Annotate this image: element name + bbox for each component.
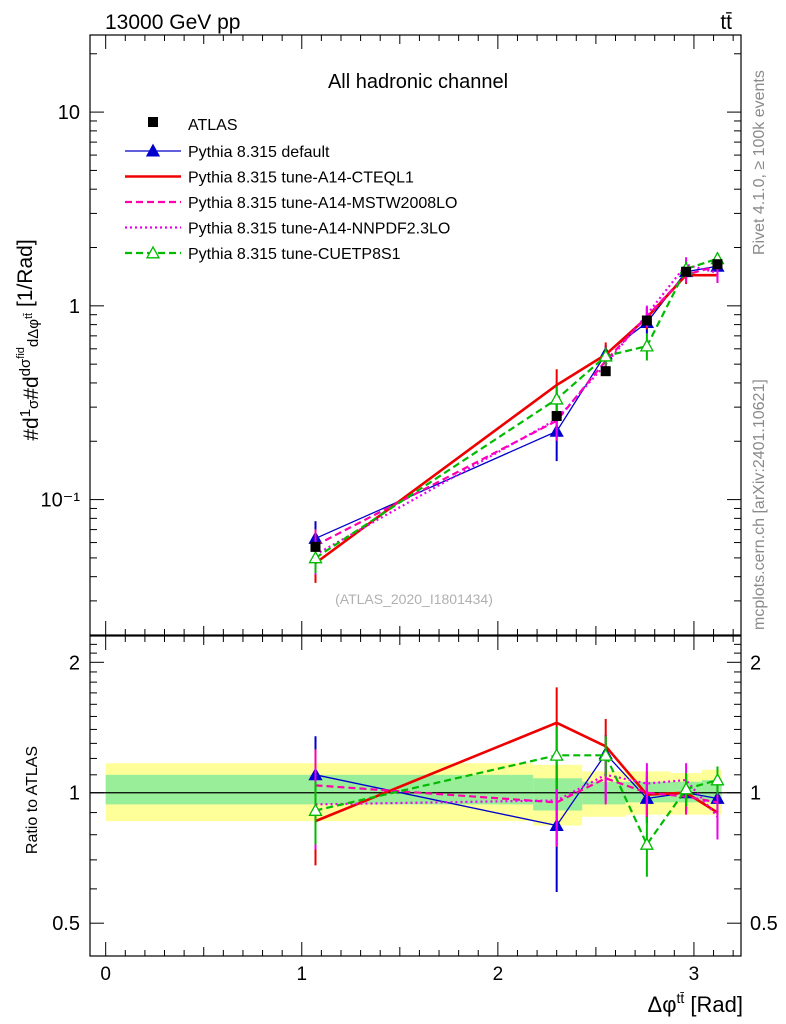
legend-entry-1: Pythia 8.315 tune-A14-CTEQL1 [125, 170, 414, 187]
ratio-point [549, 747, 564, 761]
legend: ATLAS Pythia 8.315 default Pythia 8.315 tu… [125, 117, 457, 263]
ratio-point [678, 781, 694, 795]
y-tick-label: 1 [69, 296, 80, 318]
data-point [310, 541, 321, 552]
series-line-4 [314, 257, 718, 559]
beam-label: 13000 GeV pp [105, 11, 240, 34]
x-tick-label: 2 [493, 964, 504, 985]
ratio-line-1 [315, 721, 719, 823]
ratio-plot-frame [89, 635, 742, 957]
legend-entry-atlas: ATLAS [148, 117, 238, 134]
ratio-point [598, 747, 613, 761]
data-point [681, 266, 692, 277]
legend-label: Pythia 8.315 default [188, 144, 330, 161]
ratio-line-2 [315, 777, 718, 804]
legend-entry-0: Pythia 8.315 default [125, 143, 330, 161]
rivet-version-label: Rivet 4.1.0, ≥ 100k events [751, 70, 768, 255]
legend-marker [145, 245, 161, 259]
ratio-line-4 [315, 754, 718, 847]
ratio-point [710, 772, 725, 786]
chart-title: All hadronic channel [328, 71, 508, 93]
legend-marker [145, 143, 161, 157]
x-tick-label: 1 [296, 964, 307, 985]
ratio-tick-label-right: 2 [750, 652, 761, 674]
ratio-series [308, 687, 725, 893]
analysis-id-label: (ATLAS_2020_I1801434) [335, 591, 493, 607]
series-point [549, 391, 564, 405]
ratio-point [639, 837, 654, 850]
legend-label: ATLAS [188, 117, 238, 134]
axis-tick-labels: 0 1 2 3 10⁻¹ 1 10 0.5 0.5 1 1 2 2 [41, 102, 778, 985]
x-axis-title: Δφtt̄ [Rad] [648, 990, 743, 1017]
y-tick-label: 10 [58, 102, 80, 124]
mcplots-label: mcplots.cern.ch [arXiv:2401.10621] [751, 379, 768, 630]
ratio-tick-label-right: 0.5 [750, 913, 778, 935]
ratio-tick-label-right: 1 [750, 783, 761, 805]
svg-text:#d1σ#ddσfiddΔφtt̄ [1/Rad]: #d1σ#ddσfiddΔφtt̄ [1/Rad] [14, 239, 43, 440]
ratio-tick-label-left: 1 [69, 783, 80, 805]
x-tick-label: 3 [689, 964, 700, 985]
legend-label: Pythia 8.315 tune-A14-MSTW2008LO [188, 195, 457, 212]
legend-entry-4: Pythia 8.315 tune-CUETP8S1 [125, 245, 401, 263]
process-label: tt̄ [720, 11, 732, 34]
data-point [641, 315, 652, 326]
legend-label: Pythia 8.315 tune-A14-CTEQL1 [188, 170, 414, 187]
series-point [639, 338, 654, 352]
ratio-tick-label-left: 0.5 [52, 913, 80, 935]
data-point [551, 411, 562, 422]
ratio-line-3 [315, 773, 719, 818]
data-point [712, 259, 723, 270]
legend-label: Pythia 8.315 tune-A14-NNPDF2.3LO [188, 221, 450, 238]
data-point [600, 366, 611, 377]
legend-label: Pythia 8.315 tune-CUETP8S1 [188, 246, 401, 263]
y-axis-title: #d1σ#ddσfiddΔφtt̄ [1/Rad] [14, 239, 43, 440]
x-tick-label: 0 [100, 964, 111, 985]
ratio-tick-label-left: 2 [69, 652, 80, 674]
ratio-axis-title: Ratio to ATLAS [24, 746, 41, 854]
series-line-1 [314, 273, 718, 565]
ratio-point [308, 803, 323, 816]
legend-entry-2: Pythia 8.315 tune-A14-MSTW2008LO [125, 195, 457, 212]
series-point [308, 550, 323, 564]
axis-ticks [90, 35, 741, 956]
legend-marker [148, 117, 158, 127]
main-series [308, 251, 725, 583]
series-point [598, 348, 613, 362]
legend-entry-3: Pythia 8.315 tune-A14-NNPDF2.3LO [125, 221, 450, 238]
y-tick-label: 10⁻¹ [41, 490, 81, 512]
series-line-3 [314, 263, 718, 556]
main-plot-frame [89, 34, 742, 636]
